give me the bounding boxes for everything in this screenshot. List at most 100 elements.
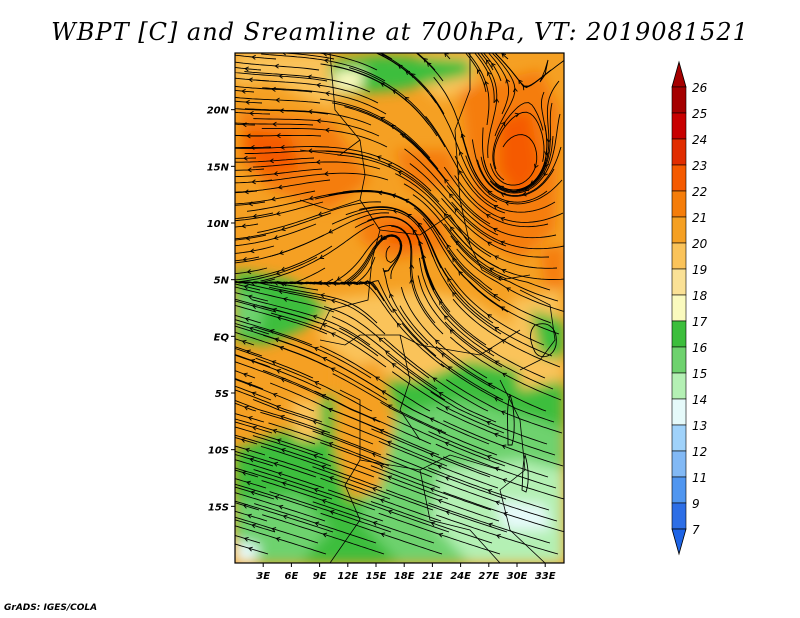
streamline-arrowhead bbox=[452, 291, 457, 297]
streamline-arrowhead bbox=[316, 118, 321, 124]
streamline bbox=[235, 157, 315, 163]
streamline-arrowhead bbox=[502, 511, 508, 517]
colorbar-swatch bbox=[671, 242, 687, 270]
colorbar-label: 12 bbox=[692, 445, 707, 459]
streamline-arrowhead bbox=[487, 190, 493, 195]
y-tick-label: 5N bbox=[214, 276, 230, 287]
streamline-arrowhead bbox=[274, 495, 280, 500]
streamline-arrowhead bbox=[242, 256, 248, 262]
streamline-arrowhead bbox=[317, 211, 323, 217]
grads-credit: GrADS: IGES/COLA bbox=[4, 603, 98, 613]
streamline-arrowhead bbox=[243, 405, 249, 411]
streamline-arrowhead bbox=[441, 353, 446, 358]
streamline bbox=[235, 319, 313, 346]
x-tick-label: 12E bbox=[337, 571, 358, 582]
streamline-arrowhead bbox=[375, 376, 380, 381]
streamline-arrowhead bbox=[512, 87, 518, 93]
streamline bbox=[491, 53, 516, 137]
colorbar-label: 14 bbox=[692, 393, 707, 407]
streamline-arrowhead bbox=[280, 266, 286, 272]
streamline-arrowhead bbox=[494, 326, 499, 332]
colorbar-swatch bbox=[671, 320, 687, 348]
streamline-arrowhead bbox=[432, 377, 438, 382]
streamline-arrowhead bbox=[248, 201, 253, 207]
streamline-arrowhead bbox=[276, 369, 281, 374]
streamline-arrowhead bbox=[438, 392, 444, 397]
streamline-arrowhead bbox=[274, 63, 280, 69]
colorbar-swatch bbox=[671, 502, 687, 530]
streamline-arrowhead bbox=[386, 440, 392, 446]
streamline-arrowhead bbox=[312, 453, 318, 459]
streamline-arrowhead bbox=[458, 150, 464, 156]
streamline-arrowhead bbox=[406, 214, 412, 219]
streamline-arrowhead bbox=[245, 99, 250, 105]
streamline-arrowhead bbox=[273, 171, 279, 177]
streamline-arrowhead bbox=[329, 510, 335, 515]
streamline-arrowhead bbox=[444, 315, 449, 320]
streamline-arrowhead bbox=[320, 293, 325, 298]
streamline-arrowhead bbox=[314, 381, 320, 386]
streamline-arrowhead bbox=[313, 346, 319, 352]
streamline-arrowhead bbox=[434, 339, 440, 345]
streamline-arrowhead bbox=[276, 315, 282, 321]
streamline-arrowhead bbox=[449, 329, 455, 334]
streamline-arrowhead bbox=[494, 397, 499, 402]
streamline-arrowhead bbox=[273, 461, 279, 467]
streamline-arrowhead bbox=[392, 308, 397, 313]
streamline-arrowhead bbox=[243, 155, 248, 161]
streamline-arrowhead bbox=[487, 314, 492, 319]
streamline-arrowhead bbox=[495, 534, 501, 539]
streamline-arrowhead bbox=[322, 356, 328, 362]
streamline bbox=[483, 53, 502, 82]
streamline bbox=[235, 543, 269, 555]
lakes bbox=[507, 59, 557, 493]
streamline-arrowhead bbox=[487, 71, 492, 77]
streamline-arrowhead bbox=[387, 163, 393, 168]
streamline-arrowhead bbox=[493, 204, 499, 210]
streamline bbox=[444, 53, 451, 60]
colorbar-bottom-arrow bbox=[671, 528, 687, 556]
streamline-arrowhead bbox=[380, 532, 386, 538]
streamline-arrowhead bbox=[275, 405, 281, 410]
streamline-arrowhead bbox=[371, 452, 377, 457]
streamline-arrowhead bbox=[323, 171, 329, 177]
streamline bbox=[235, 267, 268, 275]
streamline-arrowhead bbox=[497, 276, 503, 281]
streamline-arrowhead bbox=[279, 108, 284, 114]
streamline-arrowhead bbox=[336, 276, 342, 281]
streamline-arrowhead bbox=[271, 360, 277, 365]
streamline-arrowhead bbox=[487, 348, 493, 353]
x-tick-label: 21E bbox=[422, 571, 443, 582]
streamline-arrowhead bbox=[247, 167, 252, 173]
streamline bbox=[235, 300, 277, 313]
streamline-arrowhead bbox=[371, 486, 377, 492]
streamline-arrowhead bbox=[524, 186, 530, 192]
streamline-arrowhead bbox=[380, 235, 386, 240]
streamline-arrowhead bbox=[502, 372, 507, 378]
x-tick-label: 18E bbox=[394, 571, 415, 582]
colorbar-swatch bbox=[671, 450, 687, 478]
colorbar-top-arrow bbox=[671, 60, 687, 88]
colorbar-label: 25 bbox=[692, 107, 707, 121]
colorbar-swatch bbox=[671, 164, 687, 192]
streamline-arrowhead bbox=[322, 53, 327, 57]
streamline-arrowhead bbox=[493, 432, 499, 438]
streamline-arrowhead bbox=[275, 270, 281, 276]
colorbar-label: 17 bbox=[692, 315, 708, 329]
streamline-arrowhead bbox=[449, 193, 454, 199]
streamline-arrowhead bbox=[494, 98, 500, 103]
streamline-arrowhead bbox=[330, 298, 336, 304]
streamline bbox=[235, 454, 274, 467]
streamline-arrowhead bbox=[376, 155, 382, 160]
streamline-arrowhead bbox=[501, 121, 506, 127]
streamline-arrowhead bbox=[379, 498, 385, 503]
colorbar-swatch bbox=[671, 476, 687, 504]
streamline bbox=[467, 53, 490, 126]
colorbar-label: 16 bbox=[692, 341, 708, 355]
streamline-arrowhead bbox=[282, 514, 288, 520]
streamline-arrowhead bbox=[429, 417, 435, 423]
streamline-arrowhead bbox=[445, 510, 451, 515]
colorbar-label: 15 bbox=[692, 367, 707, 381]
streamline-arrowhead bbox=[275, 97, 280, 103]
colorbar-swatch bbox=[671, 138, 687, 166]
